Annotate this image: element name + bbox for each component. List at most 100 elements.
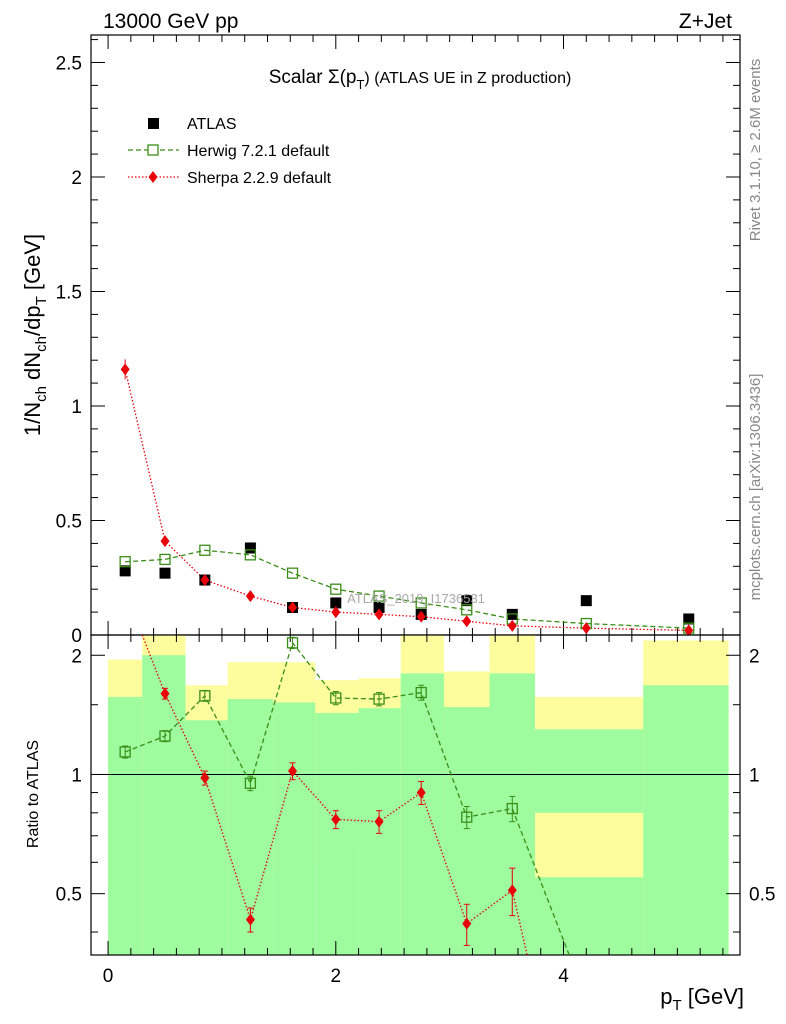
legend-entry-atlas: ATLAS bbox=[148, 116, 237, 133]
sherpa-data-point bbox=[200, 574, 210, 587]
ratio-y-tick-label-right: 1 bbox=[749, 765, 760, 786]
herwig-ratio-point bbox=[330, 692, 342, 704]
atlas-data-point bbox=[244, 542, 256, 554]
sherpa-ratio-point bbox=[416, 786, 426, 799]
main-y-tick-label: 0 bbox=[71, 626, 82, 647]
main-y-tick-label: 1 bbox=[71, 397, 82, 418]
main-y-tick-label: 1.5 bbox=[56, 282, 82, 303]
atlas-data-point bbox=[119, 565, 131, 577]
legend-herwig-marker bbox=[147, 144, 159, 156]
herwig-data-point bbox=[199, 544, 211, 556]
herwig-ratio-point bbox=[119, 746, 131, 758]
sherpa-data-point bbox=[160, 535, 170, 548]
sherpa-line bbox=[124, 369, 689, 632]
stat-uncertainty-band bbox=[643, 685, 729, 955]
atlas-data-point bbox=[159, 567, 171, 579]
main-y-tick-label: 0.5 bbox=[56, 511, 82, 532]
sherpa-ratio-point bbox=[288, 765, 298, 778]
stat-uncertainty-band bbox=[273, 702, 316, 955]
sherpa-data-point bbox=[288, 601, 298, 614]
stat-uncertainty-band bbox=[358, 708, 401, 955]
sherpa-data-point bbox=[462, 615, 472, 628]
herwig-line bbox=[125, 549, 689, 629]
atlas-data-point bbox=[330, 597, 342, 609]
atlas-data-point bbox=[580, 595, 592, 607]
x-tick-label: 4 bbox=[558, 966, 569, 987]
x-tick-label: 0 bbox=[103, 966, 114, 987]
legend-sherpa-marker bbox=[148, 171, 158, 183]
sherpa-data-point bbox=[120, 363, 130, 376]
herwig-ratio-point bbox=[199, 690, 211, 702]
sherpa-ratio-point bbox=[507, 884, 517, 897]
ratio-panel: 0 2 4 0.5 0.5 1 1 2 2 bbox=[56, 634, 775, 987]
header-right-label: Z+Jet bbox=[679, 10, 732, 33]
mcplots-label: mcplots.cern.ch [arXiv:1306.3436] bbox=[747, 374, 764, 601]
legend-entry-herwig: Herwig 7.2.1 default bbox=[128, 143, 330, 160]
herwig-data-point bbox=[330, 583, 342, 595]
herwig-data-point bbox=[415, 597, 427, 609]
legend-entry-sherpa: Sherpa 2.2.9 default bbox=[128, 170, 332, 187]
x-axis-label: pT [GeV] bbox=[660, 984, 744, 1014]
sherpa-data-point bbox=[684, 624, 694, 635]
main-panel: 0 0.5 1 1.5 2 2.5 bbox=[56, 34, 741, 647]
ratio-y-tick-label-right: 0.5 bbox=[749, 885, 775, 906]
x-tick-label: 2 bbox=[331, 966, 342, 987]
sherpa-data-point bbox=[507, 619, 517, 632]
main-y-tick-label: 2.5 bbox=[56, 53, 82, 74]
sherpa-data-point bbox=[416, 610, 426, 623]
ratio-plot-frame bbox=[90, 634, 741, 956]
title-main-part: Scalar Σ(p bbox=[269, 67, 357, 88]
stat-uncertainty-band bbox=[108, 696, 143, 955]
stat-uncertainty-band bbox=[142, 655, 186, 955]
analysis-watermark: ATLAS_2019_I1736531 bbox=[347, 591, 485, 606]
sherpa-ratio-point bbox=[331, 813, 341, 826]
sherpa-data-point bbox=[581, 622, 591, 635]
sherpa-ratio-point bbox=[160, 687, 170, 700]
herwig-data-point bbox=[159, 553, 171, 566]
herwig-ratio-line bbox=[124, 641, 570, 955]
title-rest-part: ) (ATLAS UE in Z production) bbox=[364, 70, 571, 87]
herwig-ratio-point bbox=[373, 693, 385, 705]
legend-atlas-label: ATLAS bbox=[187, 116, 237, 133]
herwig-data-point bbox=[286, 567, 299, 579]
ratio-y-tick-label: 1 bbox=[71, 765, 82, 786]
ratio-y-tick-label: 2 bbox=[71, 646, 82, 667]
ratio-y-tick-label: 0.5 bbox=[56, 885, 82, 906]
legend-herwig-label: Herwig 7.2.1 default bbox=[187, 143, 330, 160]
herwig-data-point bbox=[373, 590, 385, 602]
rivet-version-label: Rivet 3.1.10, ≥ 2.6M events bbox=[747, 59, 764, 242]
total-uncertainty-band bbox=[535, 812, 644, 878]
herwig-ratio-point bbox=[286, 637, 299, 649]
main-series-group bbox=[119, 359, 695, 635]
herwig-ratio-point bbox=[506, 802, 518, 815]
main-y-axis-label: 1/Nch dNch/dpT [GeV] bbox=[20, 234, 50, 436]
legend: ATLAS Herwig 7.2.1 default Sherpa 2.2.9 … bbox=[128, 116, 332, 187]
sherpa-ratio-point bbox=[245, 913, 255, 926]
stat-uncertainty-band bbox=[400, 673, 444, 955]
atlas-data-point bbox=[373, 602, 385, 614]
main-y-tick-label: 2 bbox=[71, 168, 82, 189]
main-title: Scalar Σ(pT) (ATLAS UE in Z production) bbox=[269, 67, 572, 92]
legend-sherpa-label: Sherpa 2.2.9 default bbox=[187, 170, 332, 187]
header-left-label: 13000 GeV pp bbox=[103, 10, 238, 33]
herwig-ratio-point bbox=[244, 777, 257, 789]
herwig-ratio-point bbox=[415, 686, 427, 699]
sherpa-data-point bbox=[245, 590, 255, 603]
sherpa-data-point bbox=[331, 606, 341, 619]
atlas-data-point bbox=[683, 613, 695, 625]
ratio-y-tick-label-right: 2 bbox=[749, 646, 760, 667]
sherpa-ratio-point bbox=[200, 771, 210, 784]
sherpa-ratio-point bbox=[374, 815, 384, 828]
herwig-data-point bbox=[244, 549, 257, 561]
herwig-ratio-point bbox=[159, 730, 171, 742]
ratio-y-axis-label: Ratio to ATLAS bbox=[25, 740, 42, 848]
sherpa-ratio-point bbox=[462, 917, 472, 930]
herwig-data-point bbox=[119, 556, 131, 568]
herwig-ratio-point bbox=[461, 811, 473, 823]
ratio-series-group bbox=[119, 635, 570, 955]
sherpa-data-point bbox=[374, 608, 384, 621]
legend-atlas-marker bbox=[148, 118, 159, 129]
herwig-data-point bbox=[461, 604, 473, 616]
stat-uncertainty-band bbox=[185, 720, 228, 955]
